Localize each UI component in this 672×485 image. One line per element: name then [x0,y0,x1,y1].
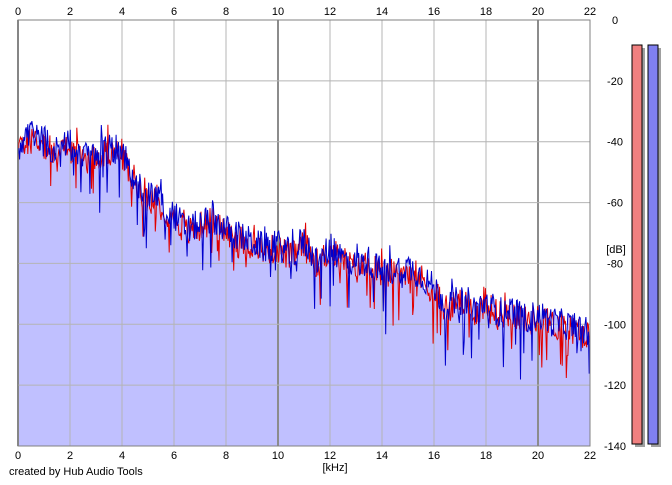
y-tick-label: -140 [604,441,626,453]
x-tick-label-top: 16 [428,6,440,18]
x-tick-label-bottom: 22 [584,450,596,462]
x-tick-label-bottom: 6 [171,450,177,462]
x-tick-label-top: 6 [171,6,177,18]
x-tick-label-bottom: 0 [15,450,21,462]
x-tick-label-bottom: 20 [532,450,544,462]
level-meter-right [647,44,659,445]
x-tick-label-top: 8 [223,6,229,18]
x-tick-label-bottom: 2 [67,450,73,462]
plot-border [17,19,591,447]
x-tick-label-bottom: 18 [480,450,492,462]
y-tick-label: -120 [604,380,626,392]
x-tick-label-top: 14 [376,6,388,18]
y-tick-label: 0 [612,15,618,27]
x-tick-label-top: 12 [324,6,336,18]
x-tick-label-top: 4 [119,6,125,18]
y-tick-label: -40 [607,137,623,149]
level-meter-left [631,44,643,445]
y-tick-label: -100 [604,319,626,331]
series-line-red [17,124,591,379]
x-tick-label-top: 0 [15,6,21,18]
x-tick-label-top: 18 [480,6,492,18]
x-tick-label-bottom: 14 [376,450,388,462]
y-tick-label: -80 [607,258,623,270]
y-tick-label: -60 [607,198,623,210]
x-tick-label-bottom: 8 [223,450,229,462]
credit-footer: created by Hub Audio Tools [9,466,143,478]
x-tick-label-top: 2 [67,6,73,18]
x-tick-label-top: 10 [272,6,284,18]
x-tick-label-top: 22 [584,6,596,18]
x-axis-label: [kHz] [322,462,347,474]
y-tick-label: -20 [607,76,623,88]
x-tick-label-bottom: 12 [324,450,336,462]
y-axis-label: [dB] [606,244,626,256]
x-tick-label-bottom: 10 [272,450,284,462]
x-tick-label-bottom: 16 [428,450,440,462]
x-tick-label-top: 20 [532,6,544,18]
series-line-blue [17,120,591,380]
x-tick-label-bottom: 4 [119,450,125,462]
